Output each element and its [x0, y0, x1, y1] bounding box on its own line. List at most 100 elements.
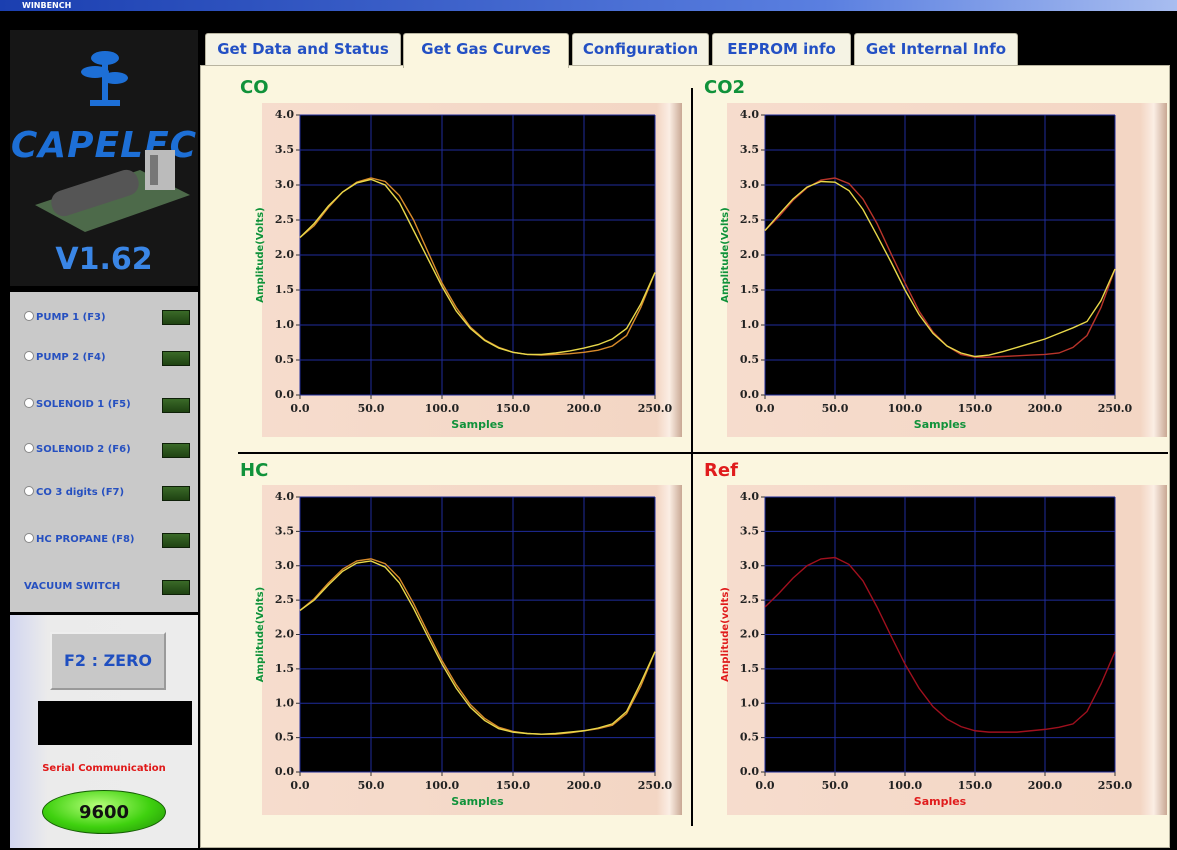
y-tick-label: 3.0: [740, 178, 759, 191]
x-tick-label: 150.0: [496, 402, 531, 415]
lower-panel: F2 : ZERO Serial Communication 9600: [10, 615, 198, 848]
radio-option[interactable]: SOLENOID 1 (F5): [24, 395, 194, 415]
x-tick-label: 50.0: [358, 402, 385, 415]
y-tick-label: 3.0: [740, 559, 759, 572]
y-tick-label: 0.0: [740, 765, 759, 778]
y-tick-label: 2.0: [740, 628, 759, 641]
y-tick-label: 2.5: [275, 593, 294, 606]
y-tick-label: 1.5: [275, 662, 294, 675]
radio-option[interactable]: HC PROPANE (F8): [24, 530, 194, 550]
x-tick-label: 250.0: [1098, 402, 1133, 415]
led: [162, 310, 190, 325]
y-tick-label: 3.5: [740, 524, 759, 537]
baud-button[interactable]: 9600: [42, 790, 166, 834]
y-tick-label: 2.0: [740, 248, 759, 261]
y-tick-label: 1.0: [740, 318, 759, 331]
x-tick-label: 0.0: [290, 779, 309, 792]
y-tick-label: 3.5: [275, 524, 294, 537]
y-tick-label: 2.0: [275, 248, 294, 261]
y-tick-label: 0.5: [275, 731, 294, 744]
y-tick-label: 3.5: [740, 143, 759, 156]
x-tick-label: 100.0: [888, 779, 923, 792]
y-axis-label: Amplitude(Volts): [255, 587, 266, 682]
x-tick-label: 200.0: [1028, 779, 1063, 792]
tab[interactable]: Configuration: [572, 33, 709, 66]
tab[interactable]: Get Internal Info: [854, 33, 1018, 66]
y-tick-label: 0.0: [740, 388, 759, 401]
y-tick-label: 2.5: [740, 213, 759, 226]
y-axis-label: Amplitude(volts): [720, 587, 731, 682]
y-tick-label: 2.5: [275, 213, 294, 226]
chart-title: CO: [240, 77, 269, 98]
y-tick-label: 2.5: [740, 593, 759, 606]
x-tick-label: 250.0: [638, 402, 673, 415]
x-tick-label: 50.0: [358, 779, 385, 792]
y-tick-label: 0.0: [275, 765, 294, 778]
x-tick-label: 0.0: [290, 402, 309, 415]
data-line: [299, 560, 656, 735]
option-label: CO 3 digits (F7): [36, 487, 125, 498]
radio-option[interactable]: PUMP 1 (F3): [24, 308, 194, 328]
y-tick-label: 1.0: [740, 696, 759, 709]
data-line: [299, 178, 656, 356]
x-tick-label: 0.0: [755, 402, 774, 415]
y-tick-label: 1.0: [275, 696, 294, 709]
control-panel: PUMP 1 (F3) PUMP 2 (F4) SOLENOID 1 (F5) …: [10, 292, 198, 612]
option-label: SOLENOID 2 (F6): [36, 444, 131, 455]
led: [162, 351, 190, 366]
logo-panel: CAPELEC V1.62: [10, 30, 198, 286]
led: [162, 580, 190, 595]
x-tick-label: 0.0: [755, 779, 774, 792]
y-tick-label: 1.5: [275, 283, 294, 296]
x-tick-label: 200.0: [1028, 402, 1063, 415]
chart-title: CO2: [704, 77, 745, 98]
option-label: PUMP 2 (F4): [36, 352, 106, 363]
version: V1.62: [55, 242, 153, 277]
x-axis-label: Samples: [914, 795, 967, 808]
serial-label: Serial Communication: [42, 763, 166, 774]
tab[interactable]: EEPROM info: [712, 33, 851, 66]
option-label: PUMP 1 (F3): [36, 312, 106, 323]
x-tick-label: 250.0: [1098, 779, 1133, 792]
x-axis-label: Samples: [451, 418, 504, 431]
y-tick-label: 1.5: [740, 662, 759, 675]
zero-button[interactable]: F2 : ZERO: [50, 632, 166, 690]
data-line: [764, 556, 1116, 733]
display: [38, 701, 192, 745]
option-label: VACUUM SWITCH: [24, 581, 121, 592]
tab[interactable]: Get Data and Status: [205, 33, 401, 66]
x-tick-label: 50.0: [822, 402, 849, 415]
y-tick-label: 0.5: [740, 353, 759, 366]
device-image: [35, 150, 190, 232]
tab[interactable]: Get Gas Curves: [403, 33, 569, 68]
led: [162, 533, 190, 548]
y-tick-label: 3.0: [275, 178, 294, 191]
x-tick-label: 50.0: [822, 779, 849, 792]
y-tick-label: 0.0: [275, 388, 294, 401]
window-title: WINBENCH: [22, 1, 72, 10]
x-axis-label: Samples: [914, 418, 967, 431]
y-tick-label: 2.0: [275, 628, 294, 641]
radio-option[interactable]: PUMP 2 (F4): [24, 348, 194, 368]
radio-option[interactable]: SOLENOID 2 (F6): [24, 440, 194, 460]
x-tick-label: 150.0: [496, 779, 531, 792]
status-label: VACUUM SWITCH: [24, 577, 194, 597]
title-bar: WINBENCH: [0, 0, 1177, 11]
data-line: [299, 177, 656, 356]
chart-title: Ref: [704, 460, 738, 481]
led: [162, 443, 190, 458]
y-tick-label: 0.5: [740, 731, 759, 744]
y-tick-label: 3.5: [275, 143, 294, 156]
x-tick-label: 250.0: [638, 779, 673, 792]
y-axis-label: Amplitude(Volts): [720, 207, 731, 302]
y-tick-label: 1.5: [740, 283, 759, 296]
radio-option[interactable]: CO 3 digits (F7): [24, 483, 194, 503]
x-tick-label: 100.0: [425, 779, 460, 792]
option-label: SOLENOID 1 (F5): [36, 399, 131, 410]
y-tick-label: 4.0: [275, 108, 294, 121]
y-tick-label: 0.5: [275, 353, 294, 366]
logo-tree: [81, 51, 128, 106]
x-axis-label: Samples: [451, 795, 504, 808]
